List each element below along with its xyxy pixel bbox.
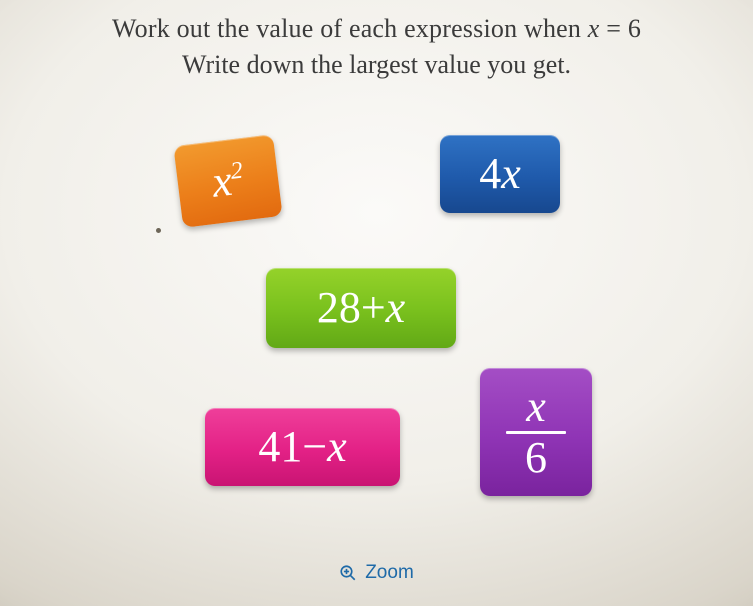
- zoom-button[interactable]: Zoom: [0, 562, 753, 584]
- question-text: Work out the value of each expression wh…: [0, 14, 753, 80]
- expr-a: 41: [258, 422, 302, 471]
- expr-op: −: [302, 422, 327, 471]
- expr-denominator: 6: [517, 434, 555, 482]
- tile-41-minus-x: 41−x: [205, 408, 400, 486]
- expr-var: x: [386, 283, 406, 332]
- expr-41-minus-x: 41−x: [258, 425, 346, 469]
- question-value: 6: [628, 14, 641, 43]
- question-variable: x: [588, 14, 600, 43]
- expr-op: +: [361, 283, 386, 332]
- question-pre: Work out the value of each expression wh…: [112, 14, 588, 43]
- expr-4x: 4x: [479, 152, 521, 196]
- expr-exponent: 2: [229, 157, 244, 185]
- expr-coef: 4: [479, 149, 501, 198]
- expr-fraction: x 6: [506, 383, 566, 482]
- question-line-2: Write down the largest value you get.: [0, 50, 753, 80]
- tile-x-squared: x2: [173, 134, 282, 228]
- expr-a: 28: [317, 283, 361, 332]
- tile-x-over-6: x 6: [480, 368, 592, 496]
- question-line-1: Work out the value of each expression wh…: [0, 14, 753, 44]
- expr-x-squared: x2: [210, 157, 247, 205]
- expr-var: x: [501, 149, 521, 198]
- zoom-label: Zoom: [365, 562, 414, 584]
- question-equals: =: [600, 14, 628, 43]
- expr-numerator: x: [518, 383, 554, 431]
- expr-var: x: [327, 422, 347, 471]
- expr-28-plus-x: 28+x: [317, 286, 405, 330]
- tile-4x: 4x: [440, 135, 560, 213]
- zoom-in-icon: [339, 564, 357, 582]
- tile-28-plus-x: 28+x: [266, 268, 456, 348]
- stray-dot: [156, 228, 161, 233]
